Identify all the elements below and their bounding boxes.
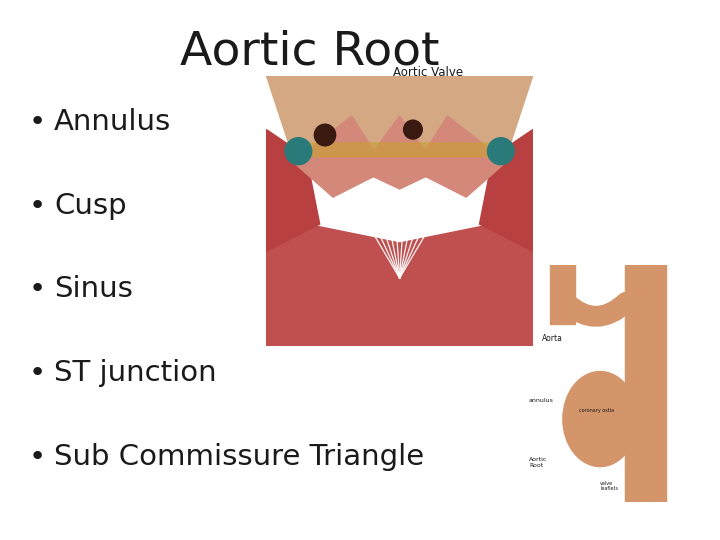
Text: annulus: annulus [529,399,554,403]
Text: •: • [29,359,46,387]
Polygon shape [293,116,386,197]
Text: Aortic Root: Aortic Root [180,30,439,75]
Circle shape [315,124,336,146]
Text: •: • [29,443,46,471]
Polygon shape [288,143,511,157]
Polygon shape [625,265,666,502]
Ellipse shape [563,372,637,467]
Text: coronary ostia: coronary ostia [579,408,613,413]
Polygon shape [266,76,533,157]
Text: •: • [29,108,46,136]
Polygon shape [360,116,439,189]
Text: Aortic Valve: Aortic Valve [393,66,464,79]
Text: Annulus: Annulus [54,108,171,136]
Circle shape [285,138,312,165]
Text: •: • [29,275,46,303]
Circle shape [487,138,514,165]
Text: valve
leaflets: valve leaflets [600,481,618,491]
Polygon shape [413,116,506,197]
Text: Sinus: Sinus [54,275,133,303]
Text: Sub Commissure Triangle: Sub Commissure Triangle [54,443,424,471]
Text: ST junction: ST junction [54,359,217,387]
Polygon shape [266,224,533,346]
Text: Aortic
Root: Aortic Root [529,457,547,468]
Polygon shape [551,265,575,324]
Polygon shape [480,130,533,251]
Circle shape [404,120,422,139]
Text: •: • [29,192,46,220]
Text: Cusp: Cusp [54,192,127,220]
Text: Aorta: Aorta [542,334,563,343]
FancyArrowPatch shape [566,302,626,316]
Polygon shape [266,130,320,251]
